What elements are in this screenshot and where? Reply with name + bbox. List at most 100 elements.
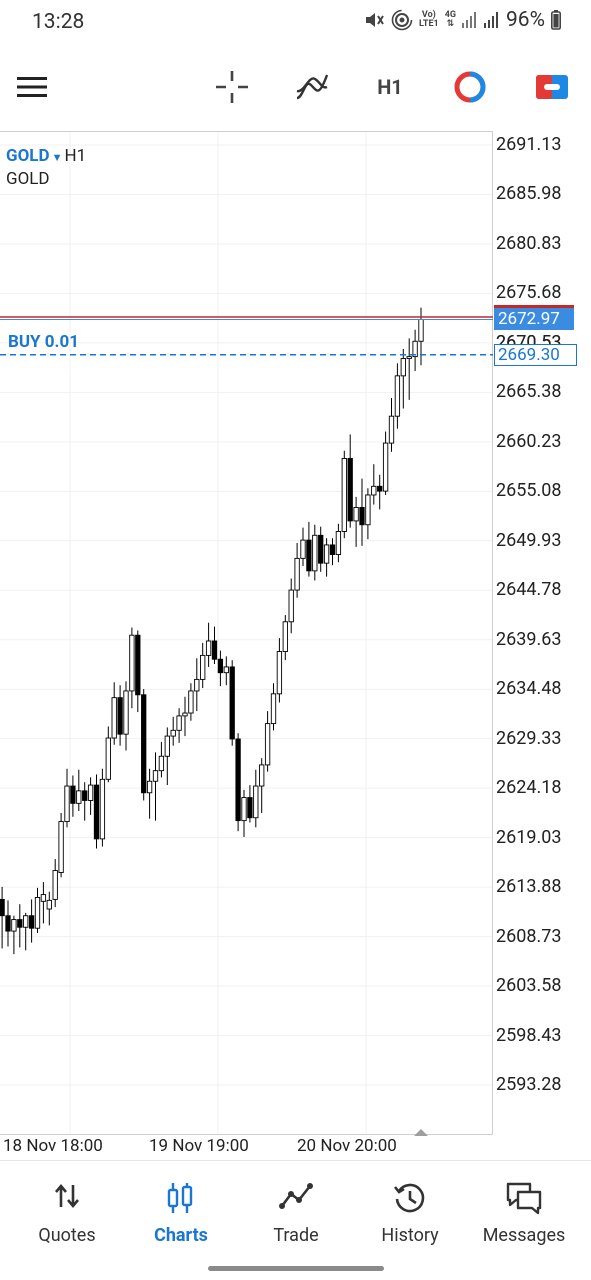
symbol-name[interactable]: GOLD	[6, 146, 50, 166]
candle	[112, 682, 116, 744]
candle	[142, 689, 146, 800]
candle	[59, 813, 63, 877]
time-label: 20 Nov 20:00	[297, 1136, 397, 1156]
candle-body-up	[183, 713, 187, 716]
gesture-bar[interactable]	[208, 1266, 384, 1271]
candle-body-up	[254, 786, 258, 818]
scroll-marker-icon[interactable]	[414, 1129, 428, 1136]
candle	[348, 434, 352, 527]
candle-body-down	[83, 791, 87, 801]
candle	[401, 349, 405, 409]
nav-trade[interactable]: Trade	[237, 1161, 355, 1259]
candle-body-down	[330, 545, 334, 555]
candle-body-up	[24, 916, 28, 928]
candle	[271, 683, 275, 730]
candle	[330, 538, 334, 565]
candle-body-up	[354, 507, 358, 520]
symbol-timeframe: H1	[64, 146, 86, 166]
candle	[265, 711, 269, 772]
price-tick: 2680.83	[496, 233, 561, 254]
candle-body-up	[283, 622, 287, 652]
candle-body-down	[218, 659, 222, 672]
candle	[283, 615, 287, 660]
price-axis[interactable]: 2670.53 2691.13 2685.98 2680.83 2675.68 2670.…	[496, 0, 591, 1140]
candle-body-up	[277, 652, 281, 694]
candle-body-down	[319, 535, 323, 563]
candle	[378, 475, 382, 510]
nav-charts[interactable]: Charts	[122, 1161, 240, 1259]
candle-body-down	[230, 667, 234, 739]
candle-body-up	[195, 679, 199, 691]
candle	[0, 887, 4, 948]
candle-body-up	[336, 531, 340, 554]
candle	[354, 497, 358, 547]
candle	[195, 658, 199, 711]
symbol-header[interactable]: GOLD ▼ H1	[6, 146, 86, 166]
candle-body-up	[324, 545, 328, 563]
candle	[395, 363, 399, 428]
candle-body-up	[165, 736, 169, 756]
candle-body-down	[118, 698, 122, 735]
candle-body-up	[88, 785, 92, 800]
price-tick: 2593.28	[496, 1074, 561, 1095]
candle	[372, 464, 376, 504]
time-axis[interactable]: 18 Nov 18:00 19 Nov 19:00 20 Nov 20:00	[0, 1136, 591, 1160]
candle-body-down	[136, 635, 140, 695]
candle	[254, 770, 258, 828]
candle-body-up	[342, 458, 346, 531]
candle	[12, 916, 16, 954]
candle-body-up	[206, 641, 210, 655]
order-price-badge[interactable]: 2669.30	[494, 344, 577, 366]
candle	[159, 742, 163, 778]
candle	[336, 524, 340, 562]
candle	[260, 758, 264, 813]
messages-icon	[505, 1181, 543, 1215]
candle	[413, 330, 417, 371]
ask-price-badge: 2672.97	[494, 308, 574, 330]
candle-body-up	[224, 667, 228, 673]
price-tick: 2613.88	[496, 876, 561, 897]
bottom-navigation: Quotes Charts Trade	[0, 1160, 591, 1258]
candle	[242, 790, 246, 837]
candle	[236, 733, 240, 831]
nav-quotes[interactable]: Quotes	[8, 1161, 126, 1259]
quotes-icon	[52, 1181, 82, 1211]
candle-body-up	[265, 724, 269, 765]
price-tick: 2660.23	[496, 431, 561, 452]
candle	[360, 479, 364, 546]
nav-messages-label: Messages	[465, 1225, 583, 1246]
candle	[277, 638, 281, 702]
candle	[218, 651, 222, 687]
candle	[71, 775, 75, 816]
candle-body-down	[212, 641, 216, 659]
candle-body-down	[71, 786, 75, 803]
nav-messages[interactable]: Messages	[465, 1161, 583, 1259]
candle-body-up	[401, 359, 405, 376]
price-tick: 2655.08	[496, 480, 561, 501]
candle-body-down	[348, 458, 352, 520]
candle-body-up	[12, 920, 16, 932]
candle	[407, 338, 411, 399]
candle	[307, 522, 311, 577]
candle-body-up	[147, 781, 151, 793]
candle	[295, 543, 299, 598]
candle-body-down	[360, 507, 364, 524]
candle-body-down	[0, 899, 4, 915]
candle-body-up	[289, 590, 293, 622]
candle-body-up	[260, 765, 264, 786]
candle-body-down	[94, 785, 98, 839]
order-label[interactable]: BUY 0.01	[8, 332, 79, 352]
candle-body-down	[236, 739, 240, 821]
nav-trade-label: Trade	[237, 1225, 355, 1246]
candle-body-up	[201, 655, 205, 679]
candle-body-up	[419, 319, 423, 341]
candle	[47, 892, 51, 926]
symbol-caret-icon[interactable]: ▼	[52, 151, 63, 164]
price-tick: 2608.73	[496, 926, 561, 947]
price-tick: 2665.38	[496, 381, 561, 402]
candle	[212, 627, 216, 664]
candle-body-up	[59, 822, 63, 873]
candle	[319, 527, 323, 572]
nav-history[interactable]: History	[351, 1161, 469, 1259]
candle-body-up	[159, 756, 163, 770]
